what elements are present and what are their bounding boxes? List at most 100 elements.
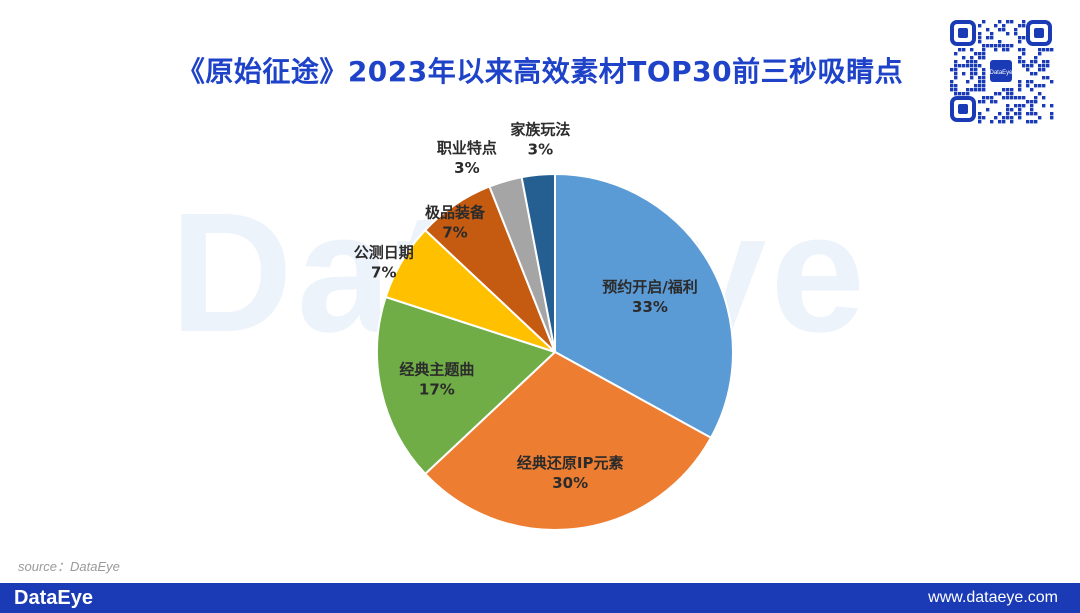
qr-module: [982, 80, 986, 84]
qr-module: [1030, 60, 1034, 64]
qr-module: [1042, 60, 1046, 64]
qr-module: [1050, 104, 1054, 108]
pie-slice: [376, 295, 557, 476]
qr-module: [1026, 84, 1030, 88]
qr-module: [1018, 84, 1022, 88]
qr-module: [1042, 84, 1046, 88]
qr-module: [1042, 68, 1046, 72]
qr-module: [1026, 120, 1030, 124]
slice-value-label: 7%: [442, 223, 467, 241]
qr-module: [1006, 32, 1010, 36]
qr-module: [1038, 52, 1042, 56]
qr-module: [966, 88, 970, 92]
qr-module: [954, 88, 958, 92]
qr-module: [954, 72, 958, 76]
qr-module: [982, 88, 986, 92]
qr-module: [986, 36, 990, 40]
qr-module: [974, 68, 978, 72]
qr-module: [1018, 112, 1022, 116]
slice-name-label: 经典主题曲: [399, 360, 474, 378]
qr-module: [962, 92, 966, 96]
qr-module: [1030, 72, 1034, 76]
qr-module: [978, 112, 982, 116]
qr-module: [982, 76, 986, 80]
slice-value-label: 30%: [552, 474, 588, 492]
pie-slice: [520, 172, 556, 353]
qr-module: [982, 44, 986, 48]
qr-module: [950, 84, 954, 88]
qr-module: [966, 80, 970, 84]
qr-module: [1022, 52, 1026, 56]
qr-module: [970, 76, 974, 80]
qr-module: [1050, 80, 1054, 84]
qr-module: [1006, 112, 1010, 116]
qr-module: [1014, 112, 1018, 116]
qr-module: [1018, 60, 1022, 64]
footer-bar: DataEye www.dataeye.com: [0, 583, 1080, 613]
qr-module: [982, 48, 986, 52]
qr-module: [1010, 92, 1014, 96]
qr-module: [982, 56, 986, 60]
footer-brand: DataEye: [14, 587, 93, 609]
slice-name-label: 职业特点: [437, 139, 497, 157]
qr-module: [994, 24, 998, 28]
qr-module: [994, 116, 998, 120]
qr-module: [1030, 88, 1034, 92]
slice-value-label: 3%: [528, 141, 553, 159]
qr-module: [1034, 56, 1038, 60]
qr-module: [1022, 48, 1026, 52]
qr-module: [1046, 48, 1050, 52]
slice-name-label: 预约开启/福利: [602, 278, 697, 296]
qr-module: [1018, 96, 1022, 100]
qr-module: [1030, 120, 1034, 124]
qr-module: [1030, 104, 1034, 108]
qr-module: [978, 80, 982, 84]
qr-module: [1042, 96, 1046, 100]
qr-module: [978, 100, 982, 104]
qr-module: [1030, 100, 1034, 104]
qr-module: [1006, 20, 1010, 24]
qr-module: [1002, 28, 1006, 32]
slice-name-label: 家族玩法: [510, 121, 570, 139]
qr-module: [1038, 84, 1042, 88]
qr-module: [1030, 108, 1034, 112]
qr-module: [1034, 84, 1038, 88]
qr-module: [958, 64, 962, 68]
qr-module: [1034, 72, 1038, 76]
qr-module: [1034, 96, 1038, 100]
qr-module: [1006, 116, 1010, 120]
qr-module: [1010, 20, 1014, 24]
qr-module: [982, 20, 986, 24]
qr-module: [962, 72, 966, 76]
qr-module: [1038, 92, 1042, 96]
qr-module: [1038, 48, 1042, 52]
qr-module: [974, 60, 978, 64]
qr-module: [982, 100, 986, 104]
qr-module: [1006, 108, 1010, 112]
pie-slice: [554, 172, 734, 440]
qr-module: [978, 52, 982, 56]
pie-slice: [423, 350, 713, 531]
qr-module: [1022, 60, 1026, 64]
qr-module: [990, 32, 994, 36]
slice-value-label: 3%: [454, 159, 479, 177]
qr-module: [962, 64, 966, 68]
qr-module: [1022, 64, 1026, 68]
qr-module: [994, 48, 998, 52]
qr-module: [1002, 88, 1006, 92]
qr-module: [978, 88, 982, 92]
footer-url[interactable]: www.dataeye.com: [928, 589, 1058, 606]
qr-module: [962, 56, 966, 60]
qr-module: [978, 56, 982, 60]
qr-module: [998, 20, 1002, 24]
qr-module: [970, 48, 974, 52]
qr-module: [1006, 88, 1010, 92]
slice-name-label: 经典还原IP元素: [517, 454, 624, 472]
qr-module: [1022, 36, 1026, 40]
qr-module: [1014, 96, 1018, 100]
qr-module: [1026, 80, 1030, 84]
qr-module: [994, 92, 998, 96]
qr-module: [950, 88, 954, 92]
qr-module: [1010, 44, 1014, 48]
qr-module: [1010, 96, 1014, 100]
